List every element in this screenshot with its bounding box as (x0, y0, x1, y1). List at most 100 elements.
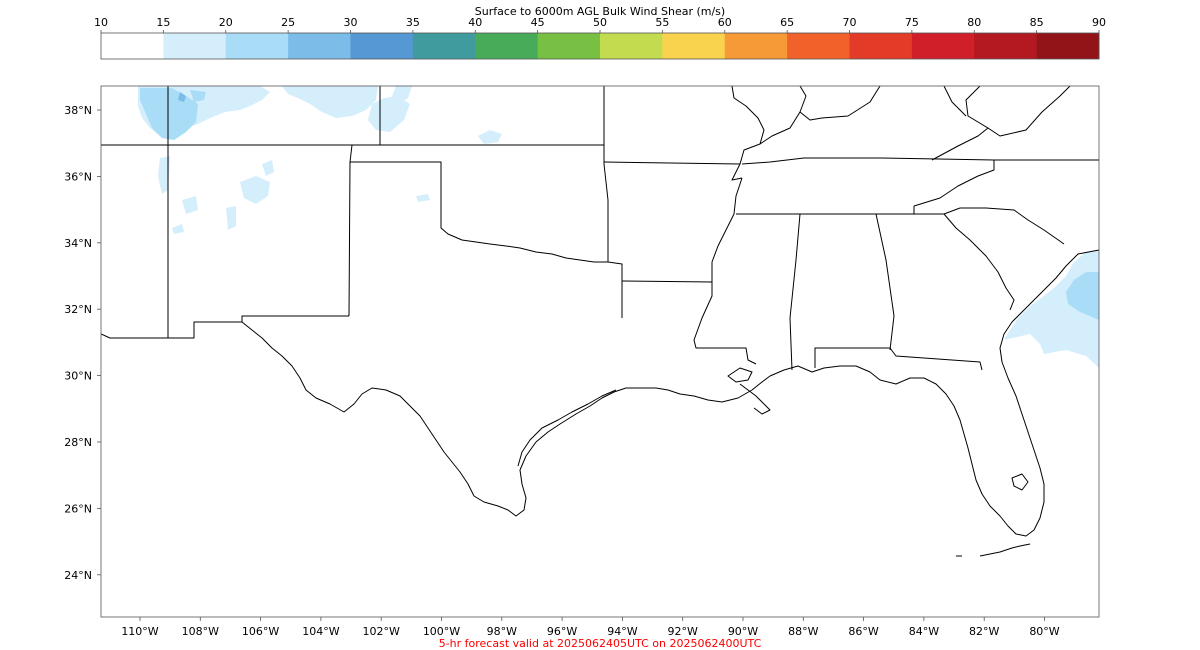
shear-fill-patch-4 (262, 160, 274, 176)
colorbar-cell-10 (101, 33, 164, 59)
boundary-northeast-4 (943, 86, 967, 117)
longitude-label: 94°W (607, 625, 637, 638)
longitude-labels: 110°W 108°W 106°W 104°W 102°W 100°W 98°W 96°W 94… (121, 617, 1060, 638)
boundary-texas-new-mexico-south (168, 315, 349, 339)
boundary-mississippi-alabama (789, 213, 801, 371)
colorbar-cell-35 (412, 33, 476, 59)
latitude-label: 34°N (64, 237, 92, 250)
colorbar-tick-30: 30 (344, 16, 358, 29)
boundary-georgia-sc (943, 213, 1015, 311)
longitude-label: 100°W (423, 625, 460, 638)
longitude-label: 86°W (848, 625, 878, 638)
colorbar-cell-25 (288, 33, 351, 59)
colorbar-tick-90: 90 (1092, 16, 1106, 29)
boundary-northeast-3 (799, 86, 881, 121)
colorbar-tick-65: 65 (780, 16, 794, 29)
boundary-northeast-2 (931, 127, 989, 161)
longitude-label: 90°W (728, 625, 758, 638)
boundary-ky-virginia (913, 160, 995, 207)
coastline-louisiana-delta (739, 383, 771, 415)
longitude-label: 98°W (487, 625, 517, 638)
boundary-mississippi-river (711, 177, 743, 282)
colorbar-cell-40 (475, 33, 539, 59)
colorbar-tick-45: 45 (531, 16, 545, 29)
boundary-tennessee-south (736, 206, 945, 215)
coastline-texas-mexico (241, 321, 771, 517)
map-frame (100, 85, 1100, 618)
boundary-oklahoma-panhandle (350, 161, 608, 263)
boundary-arizona-mexico (101, 333, 168, 339)
colorbar-frame (100, 32, 1100, 60)
colorbar-cell-85 (1036, 33, 1100, 59)
longitude-label: 102°W (363, 625, 400, 638)
colorbar-cell-20 (225, 33, 289, 59)
coastline-texas-barrier (517, 389, 617, 467)
boundary-alabama-georgia (875, 213, 895, 351)
boundary-mississippi-louisiana (693, 282, 757, 365)
shear-fill-patch-7 (226, 206, 236, 230)
map-panel: 38°N 36°N 34°N 32°N 30°N 28°N 26°N 24°N 110°W 10… (64, 85, 1100, 638)
boundary-missouri-east (731, 86, 765, 165)
colorbar-tick-55: 55 (655, 16, 669, 29)
shear-fill-patch-6 (158, 156, 170, 194)
shear-fill-patch-1 (392, 86, 412, 104)
colorbar-tick-35: 35 (406, 16, 420, 29)
boundary-northeast-1 (965, 86, 1071, 137)
colorbar-tick-75: 75 (905, 16, 919, 29)
latitude-labels: 38°N 36°N 34°N 32°N 30°N 28°N 26°N 24°N (64, 104, 101, 582)
boundary-kentucky-tennessee (741, 157, 1099, 165)
longitude-label: 84°W (909, 625, 939, 638)
forecast-caption: 5-hr forecast valid at 2025062405UTC on … (439, 637, 762, 650)
colorbar-tick-60: 60 (718, 16, 732, 29)
longitude-label: 82°W (969, 625, 999, 638)
map-background (101, 86, 1099, 617)
colorbar-tick-15: 15 (156, 16, 170, 29)
latitude-label: 26°N (64, 502, 92, 515)
colorbar-tick-50: 50 (593, 16, 607, 29)
colorbar-tick-20: 20 (219, 16, 233, 29)
latitude-label: 30°N (64, 370, 92, 383)
shear-fill-areas (138, 86, 1099, 368)
colorbar-tick-labels: 10 15 20 25 30 35 40 45 50 55 60 65 70 75 80 85 90 (94, 16, 1106, 33)
colorbar: Surface to 6000m AGL Bulk Wind Shear (m/… (94, 5, 1106, 60)
colorbar-tick-10: 10 (94, 16, 108, 29)
shear-fill-patch-5 (182, 196, 198, 214)
shear-fill-kansas (282, 86, 378, 118)
boundary-arkansas-louisiana (621, 280, 713, 283)
boundary-alabama-florida (814, 347, 983, 371)
colorbar-tick-85: 85 (1030, 16, 1044, 29)
coastline-florida-keys (979, 543, 1031, 557)
shear-fill-colorado-strong (178, 92, 186, 102)
latitude-label: 36°N (64, 170, 92, 183)
boundary-nc-sc (943, 207, 1065, 245)
shear-fill-kansas-east (368, 96, 410, 132)
coastline-gulf-alabama-florida (769, 249, 1099, 537)
latitude-label: 32°N (64, 303, 92, 316)
coastline-lake-pontchartrain (727, 367, 753, 383)
boundary-illinois-kentucky (759, 86, 807, 145)
latitude-label: 24°N (64, 569, 92, 582)
shear-fill-patch-8 (172, 224, 184, 234)
latitude-label: 28°N (64, 436, 92, 449)
longitude-label: 106°W (242, 625, 279, 638)
colorbar-title: Surface to 6000m AGL Bulk Wind Shear (m/… (475, 5, 725, 18)
colorbar-cell-80 (974, 33, 1038, 59)
boundary-oklahoma-arkansas (603, 86, 623, 318)
colorbar-cell-65 (787, 33, 850, 59)
longitude-label: 92°W (668, 625, 698, 638)
colorbar-tick-70: 70 (843, 16, 857, 29)
longitude-label: 96°W (547, 625, 577, 638)
shear-fill-patch-2 (478, 130, 502, 144)
longitude-label: 88°W (788, 625, 818, 638)
boundary-arkansas-north (603, 161, 743, 181)
colorbar-cell-45 (537, 33, 601, 59)
latitude-label: 38°N (64, 104, 92, 117)
longitude-label: 108°W (182, 625, 219, 638)
colorbar-cell-55 (662, 33, 726, 59)
colorbar-cell-60 (724, 33, 788, 59)
colorbar-tick-80: 80 (967, 16, 981, 29)
colorbar-cell-30 (350, 33, 414, 59)
longitude-label: 80°W (1029, 625, 1059, 638)
shear-fill-colorado-core-2 (190, 90, 206, 102)
